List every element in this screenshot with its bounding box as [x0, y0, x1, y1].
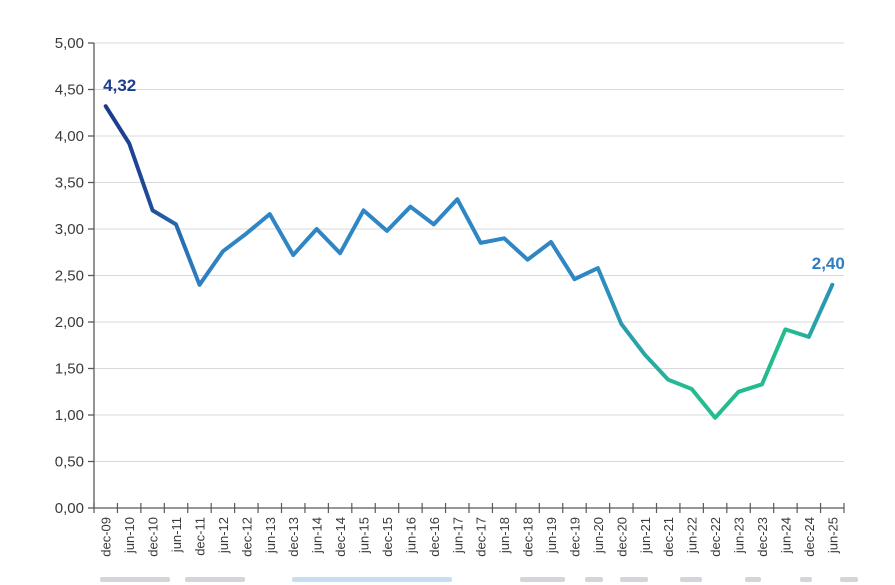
- y-tick-label: 3,50: [55, 175, 84, 192]
- y-tick-label: 4,50: [55, 82, 84, 99]
- x-tick-label: jun-13: [263, 517, 278, 554]
- x-tick-label: dec-18: [521, 517, 536, 557]
- x-tick-label: dec-09: [99, 517, 114, 557]
- y-tick-label: 2,00: [55, 314, 84, 331]
- x-tick-label: jun-24: [778, 517, 793, 554]
- x-tick-label: dec-19: [567, 517, 582, 557]
- x-tick-label: jun-11: [169, 517, 184, 553]
- y-tick-label: 4,00: [55, 128, 84, 145]
- y-tick-label: 1,50: [55, 361, 84, 378]
- x-tick-label: jun-16: [403, 517, 418, 554]
- cropped-caption: [0, 575, 895, 582]
- x-tick-label: dec-21: [661, 517, 676, 557]
- series-line: [103, 104, 835, 420]
- y-tick-label: 2,50: [55, 268, 84, 285]
- x-tick-label: dec-22: [708, 517, 723, 557]
- y-tick-label: 5,00: [55, 35, 84, 52]
- x-tick-label: jun-25: [825, 517, 840, 554]
- y-tick-label: 0,00: [55, 500, 84, 517]
- x-tick-label: jun-14: [310, 517, 325, 554]
- x-tick-label: jun-19: [544, 517, 559, 554]
- y-tick-label: 3,00: [55, 221, 84, 238]
- value-label: 2,40: [812, 254, 845, 273]
- x-tick-label: jun-17: [450, 517, 465, 554]
- value-label: 4,32: [103, 76, 136, 95]
- x-tick-label: dec-24: [802, 517, 817, 557]
- x-tick-label: dec-14: [333, 517, 348, 557]
- x-tick-label: jun-22: [685, 517, 700, 554]
- y-tick-label: 1,00: [55, 407, 84, 424]
- x-tick-label: jun-20: [591, 517, 606, 554]
- x-tick-label: dec-15: [380, 517, 395, 557]
- x-tick-label: jun-10: [122, 517, 137, 554]
- x-tick-label: dec-20: [614, 517, 629, 557]
- x-tick-label: dec-12: [239, 517, 254, 557]
- x-tick-label: dec-23: [755, 517, 770, 557]
- x-tick-label: dec-11: [192, 517, 207, 556]
- y-tick-label: 0,50: [55, 454, 84, 471]
- x-tick-label: jun-21: [638, 517, 653, 554]
- x-tick-label: dec-17: [474, 517, 489, 557]
- x-tick-label: dec-16: [427, 517, 442, 557]
- x-tick-label: jun-18: [497, 517, 512, 554]
- x-tick-label: dec-13: [286, 517, 301, 557]
- x-tick-label: dec-10: [146, 517, 161, 557]
- x-tick-label: jun-12: [216, 517, 231, 554]
- x-tick-label: jun-15: [357, 517, 372, 554]
- x-tick-label: jun-23: [732, 517, 747, 554]
